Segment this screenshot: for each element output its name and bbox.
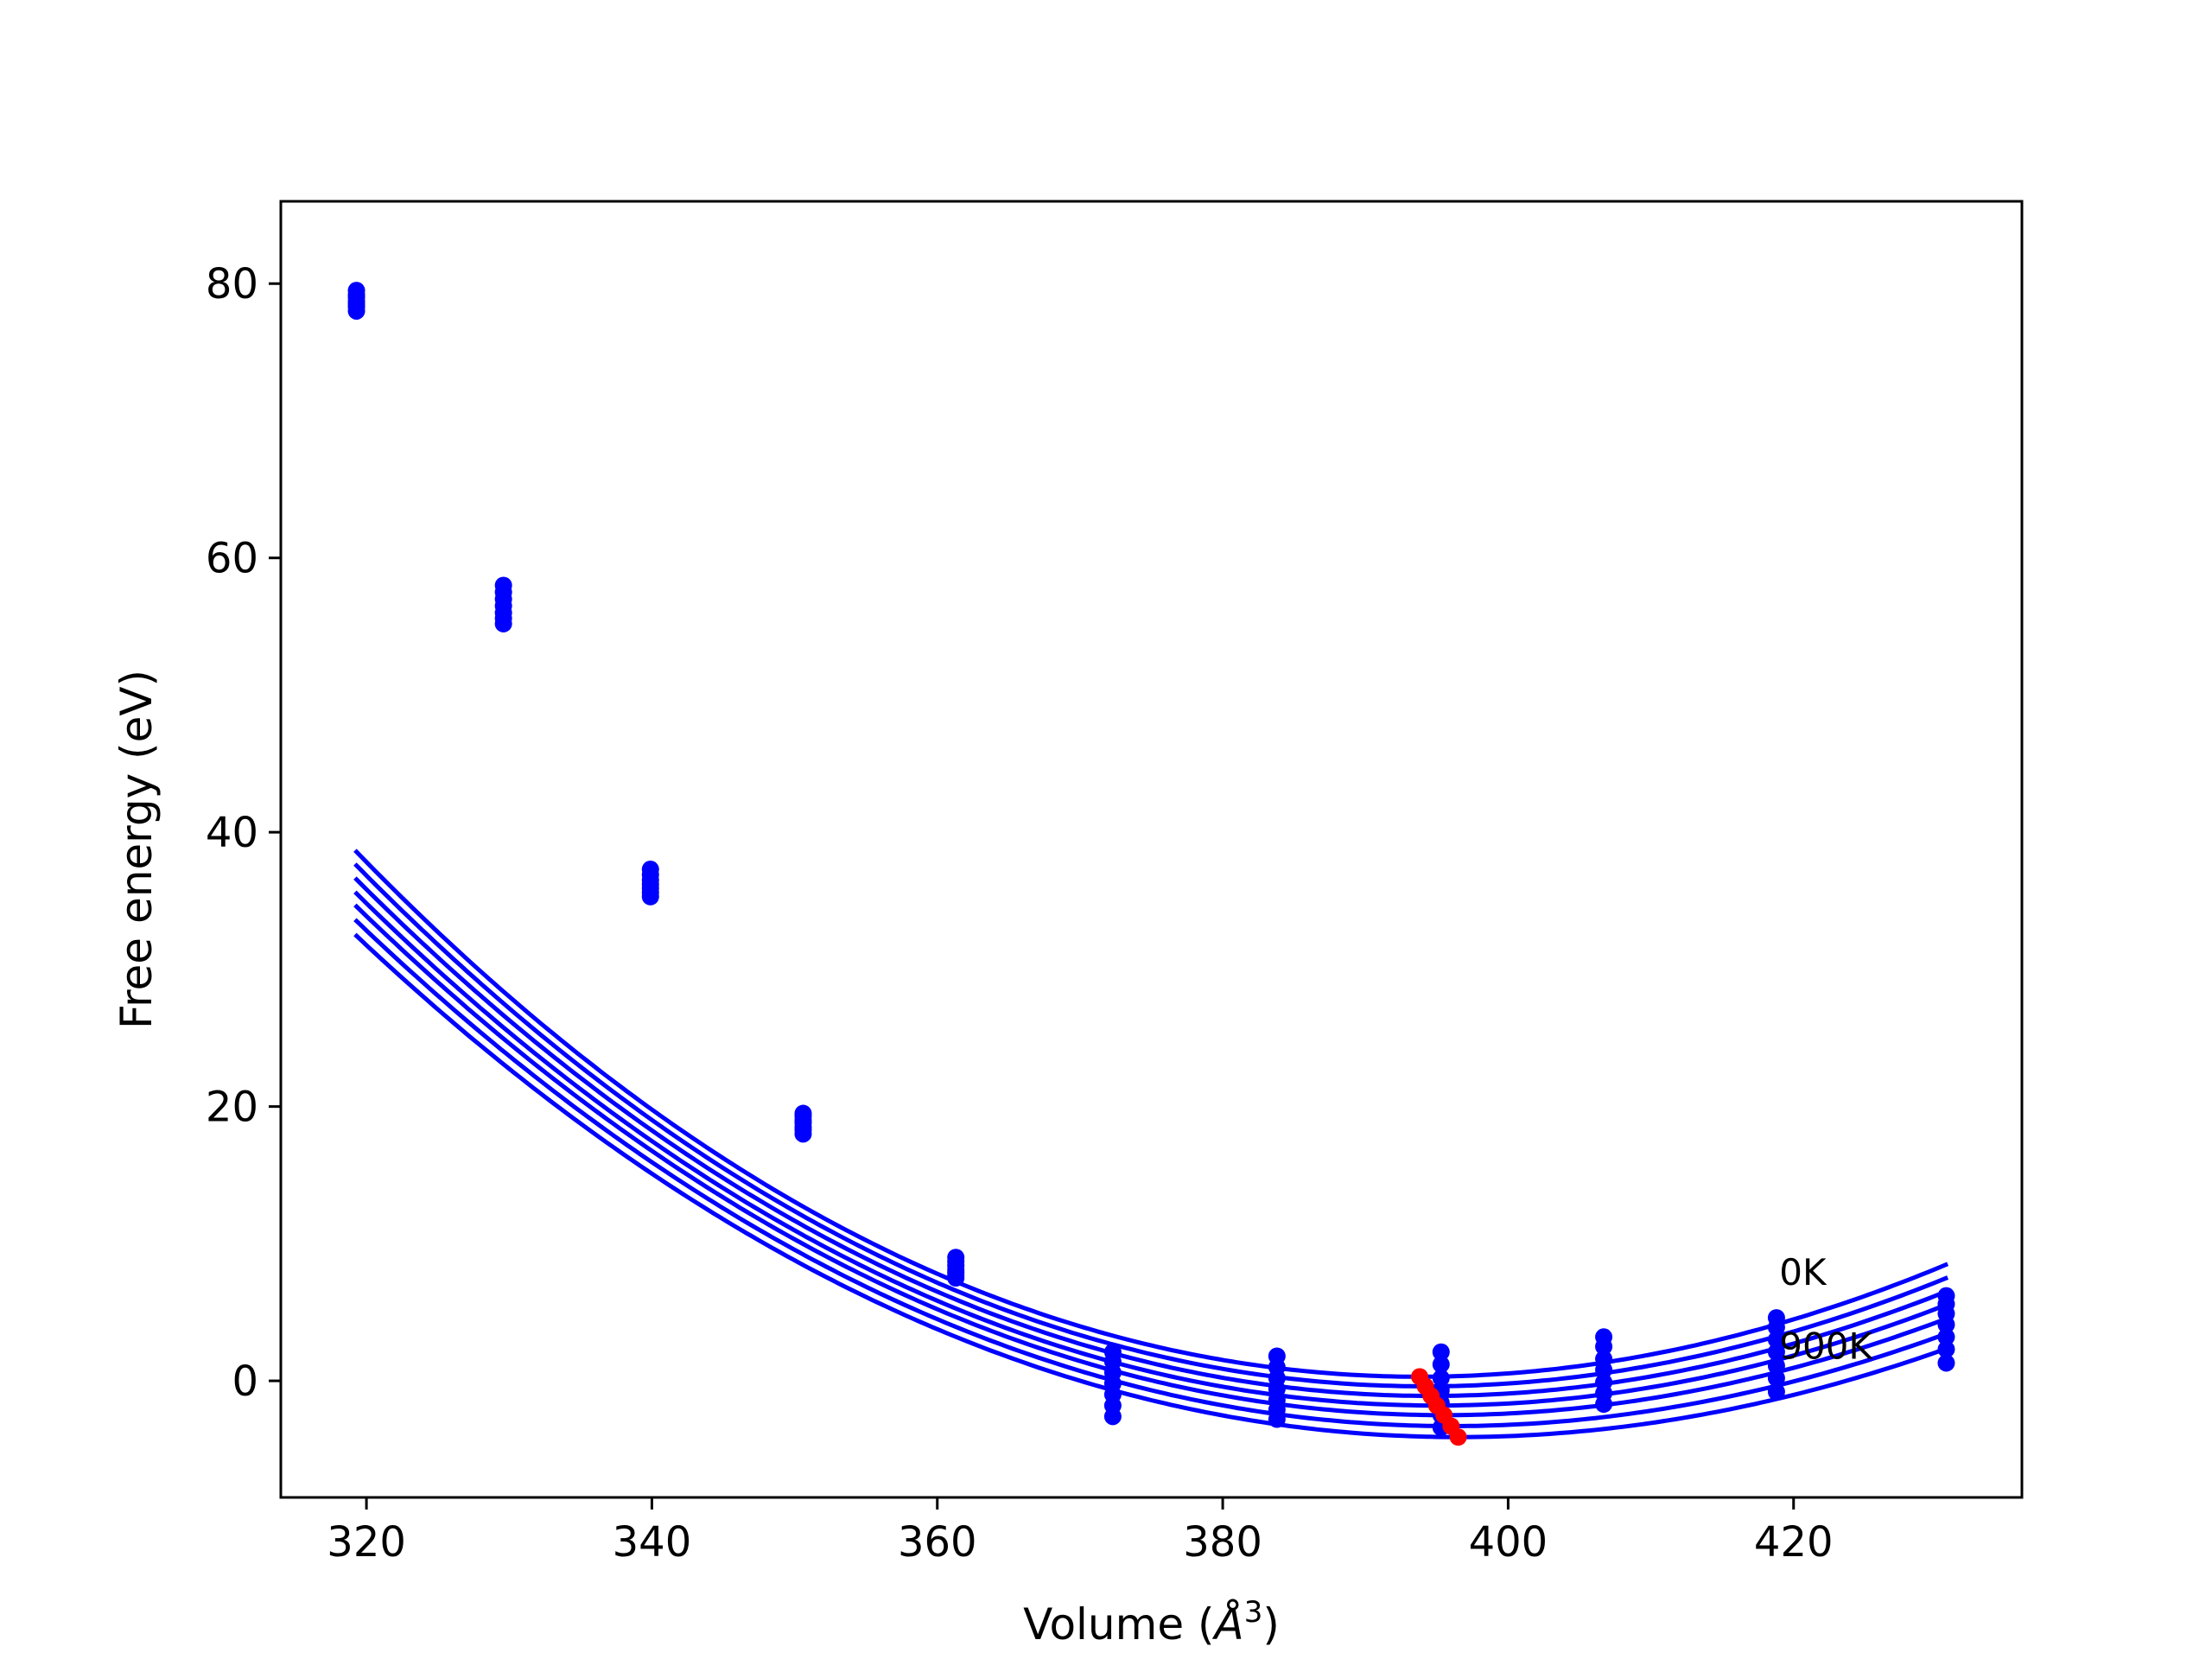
x-tick-label: 380: [1183, 1518, 1262, 1567]
x-tick-label: 420: [1754, 1518, 1834, 1567]
annotation-0: 0K: [1779, 1251, 1827, 1294]
data-point-s3-8: [1595, 1361, 1613, 1379]
plot-frame: [279, 200, 2024, 1499]
data-point-s1-9: [1767, 1319, 1785, 1337]
y-tick-label: 20: [206, 1084, 258, 1132]
data-point-s6-1: [494, 614, 512, 632]
x-axis-label-prefix: Volume (: [1023, 1599, 1214, 1649]
y-tick-label: 40: [206, 809, 258, 857]
data-point-s1-8: [1595, 1338, 1613, 1356]
y-tick-label: 80: [206, 260, 258, 308]
data-point-s6-4: [947, 1269, 965, 1287]
data-point-s6-8: [1595, 1395, 1613, 1414]
minimum-point-6: [1449, 1428, 1467, 1446]
data-point-s3-10: [1937, 1316, 1955, 1333]
minima-layer: [1411, 1368, 1467, 1446]
y-tick-label: 0: [232, 1357, 258, 1406]
fit-curve-2: [353, 876, 1949, 1398]
data-point-s6-0: [347, 302, 365, 320]
data-point-s2-7: [1432, 1369, 1450, 1387]
series-layer: [347, 282, 1955, 1440]
fit-curve-6: [353, 932, 1948, 1440]
fit-curve-1: [353, 862, 1949, 1389]
x-axis-label: Volume (Å3): [1023, 1595, 1280, 1649]
fit-curve-3: [353, 890, 1949, 1408]
x-tick-label: 360: [898, 1518, 977, 1567]
data-point-s2-9: [1767, 1331, 1785, 1349]
data-point-s6-10: [1937, 1354, 1955, 1372]
x-tick-label: 320: [327, 1518, 406, 1567]
y-axis-ticks: 0 20 40 60 80: [206, 260, 281, 1406]
x-axis-label-unit: Å: [1212, 1599, 1244, 1649]
data-point-s6-9: [1767, 1382, 1785, 1401]
data-point-s4-10: [1937, 1328, 1955, 1346]
fit-curve-5: [353, 918, 1948, 1429]
annotation-1: 900K: [1779, 1325, 1873, 1368]
data-point-s3-9: [1767, 1343, 1785, 1361]
x-tick-label: 340: [613, 1518, 692, 1567]
annotation-layer: 0K 900K: [1779, 1251, 1873, 1368]
y-tick-label: 60: [206, 535, 258, 583]
y-axis-label: Free energy (eV): [111, 670, 162, 1029]
x-axis-label-exponent: 3: [1244, 1595, 1263, 1630]
fit-curve-4: [353, 903, 1948, 1418]
data-point-s6-2: [641, 887, 659, 906]
data-point-s6-3: [794, 1125, 812, 1143]
data-point-s5-9: [1767, 1369, 1785, 1387]
data-point-s6-5: [1103, 1408, 1122, 1426]
data-point-s5-10: [1937, 1340, 1955, 1358]
x-axis-ticks: 320 340 360 380 400 420: [327, 1497, 1834, 1567]
data-point-s1-7: [1432, 1356, 1450, 1374]
x-axis-label-suffix: ): [1262, 1599, 1280, 1649]
data-point-s0-7: [1432, 1343, 1450, 1361]
x-tick-label: 400: [1469, 1518, 1548, 1567]
data-point-s6-6: [1268, 1410, 1286, 1428]
data-point-s4-9: [1767, 1357, 1785, 1375]
fit-curve-0: [353, 849, 1949, 1379]
